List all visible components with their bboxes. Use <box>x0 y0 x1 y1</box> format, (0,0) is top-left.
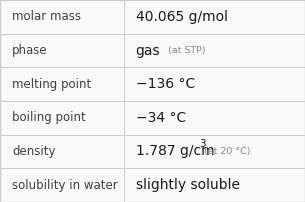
Text: phase: phase <box>12 44 48 57</box>
Text: 3: 3 <box>199 139 206 149</box>
Text: boiling point: boiling point <box>12 111 86 124</box>
Text: (at STP): (at STP) <box>168 46 205 55</box>
Text: −34 °C: −34 °C <box>136 111 186 125</box>
Text: 1.787 g/cm: 1.787 g/cm <box>136 144 214 159</box>
Text: molar mass: molar mass <box>12 10 81 23</box>
Text: gas: gas <box>136 43 160 58</box>
Text: 40.065 g/mol: 40.065 g/mol <box>136 10 228 24</box>
Text: density: density <box>12 145 56 158</box>
Text: solubility in water: solubility in water <box>12 179 118 192</box>
Text: melting point: melting point <box>12 78 92 91</box>
Text: −136 °C: −136 °C <box>136 77 195 91</box>
Text: slightly soluble: slightly soluble <box>136 178 240 192</box>
Text: (at 20 °C): (at 20 °C) <box>204 147 251 156</box>
